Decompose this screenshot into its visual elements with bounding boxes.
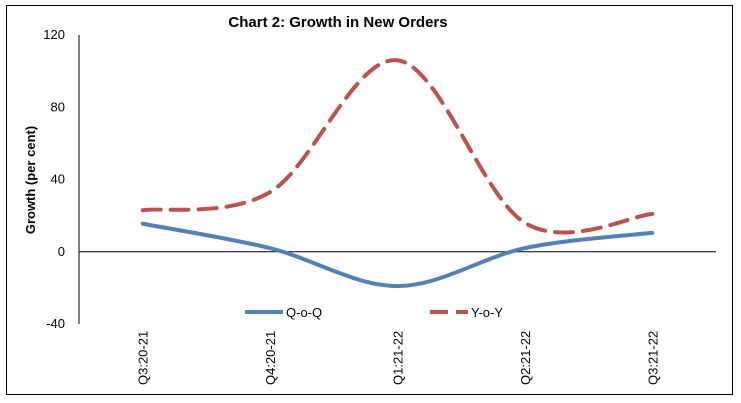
y-axis-label: Growth (per cent) [23, 126, 38, 234]
x-tick-label: Q2:21-22 [518, 331, 533, 385]
chart-title: Chart 2: Growth in New Orders [228, 14, 447, 31]
y-tick-label: 120 [43, 27, 65, 42]
y-tick-label: -40 [46, 316, 65, 331]
x-tick-label: Q3:21-22 [645, 331, 660, 385]
x-tick-label: Q3:20-21 [136, 331, 151, 385]
y-tick-label: 0 [58, 244, 65, 259]
x-tick-label: Q4:20-21 [263, 331, 278, 385]
y-tick-label: 80 [51, 99, 65, 114]
legend-label: Y-o-Y [471, 305, 503, 320]
y-tick-label: 40 [51, 172, 65, 187]
series-line-y-o-y [140, 58, 655, 235]
legend-label: Q-o-Q [286, 305, 322, 320]
chart-frame [6, 5, 733, 395]
series-line-q-o-q [140, 221, 655, 289]
x-tick-label: Q1:21-22 [391, 331, 406, 385]
